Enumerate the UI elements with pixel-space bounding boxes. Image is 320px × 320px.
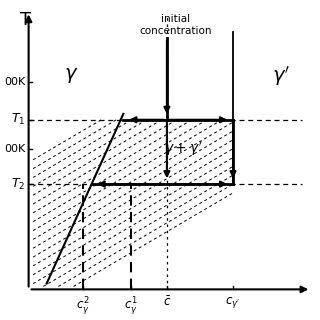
Text: $c_{\gamma'}$: $c_{\gamma'}$ — [225, 295, 241, 310]
Text: $T_2$: $T_2$ — [12, 177, 26, 192]
Text: $T_1$: $T_1$ — [11, 112, 26, 127]
Text: $c_{\gamma}^{2}$: $c_{\gamma}^{2}$ — [76, 295, 90, 317]
Text: 00K: 00K — [4, 144, 26, 154]
Text: $\gamma + \gamma'$: $\gamma + \gamma'$ — [164, 140, 203, 158]
Text: initial
concentration: initial concentration — [140, 14, 212, 36]
Text: $\gamma$: $\gamma$ — [63, 66, 78, 85]
Text: $c_{\gamma}^{1}$: $c_{\gamma}^{1}$ — [124, 295, 138, 317]
Text: 00K: 00K — [4, 77, 26, 87]
Text: $\gamma'$: $\gamma'$ — [272, 64, 290, 88]
Text: $\bar{c}$: $\bar{c}$ — [163, 295, 171, 309]
Text: T: T — [20, 11, 31, 29]
